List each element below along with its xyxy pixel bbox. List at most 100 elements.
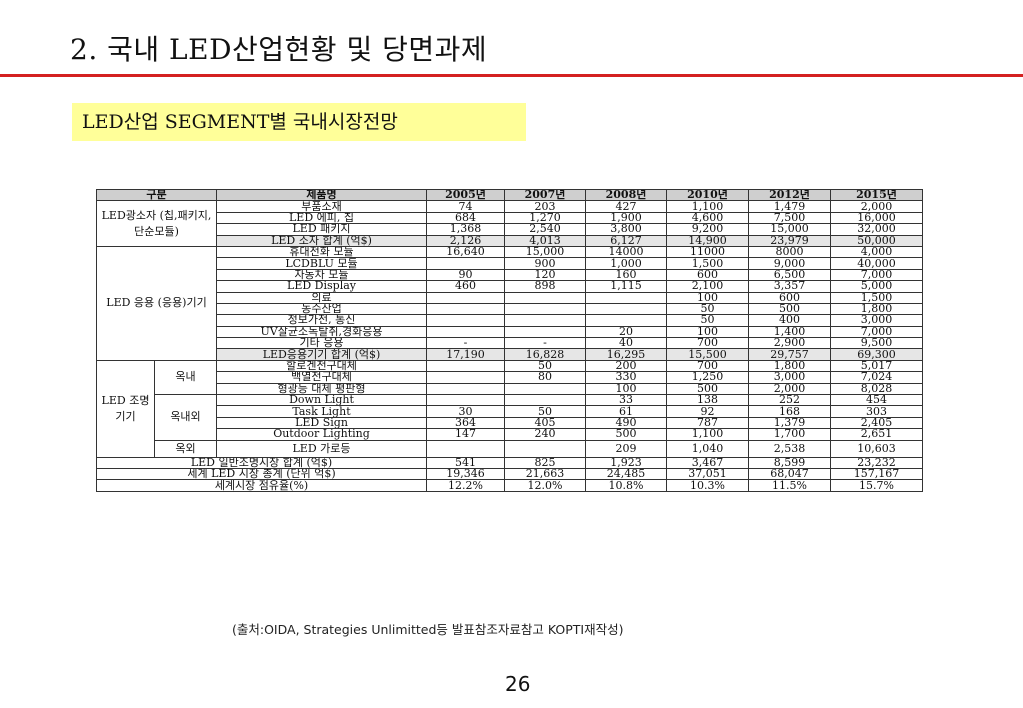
product-name-cell: LCDBLU 모듈 [216, 257, 427, 270]
value-cell: 700 [666, 359, 749, 373]
product-name-cell: 백열전구대체 [216, 371, 427, 384]
value-cell: 11.5% [748, 479, 831, 492]
value-cell: 1,500 [666, 257, 749, 270]
value-cell: 7,000 [830, 325, 923, 339]
table-row: 농수산업 50 500 1,800 [97, 302, 923, 316]
value-cell: 500 [585, 428, 667, 441]
table-row: LED광소자 (칩,패키지, 단순모듈) 부품소재 74 203 427 1,100 1,4… [96, 200, 923, 247]
value-cell: 2,000 [748, 382, 831, 396]
table-row: 정보가전, 통신 50 400 3,000 [97, 314, 923, 327]
value-cell: 364 [426, 416, 505, 430]
value-cell: 1,800 [748, 359, 831, 373]
value-cell: 6,127 [585, 234, 667, 247]
value-cell: 138 [666, 394, 749, 407]
row-group-label: 옥외 [154, 439, 217, 458]
value-cell: 3,467 [666, 456, 749, 470]
value-cell: 16,828 [504, 348, 586, 361]
value-cell: 40 [585, 337, 667, 350]
value-cell: 541 [426, 456, 505, 470]
value-cell: - [504, 337, 586, 350]
product-name-cell: 농수산업 [216, 302, 427, 316]
table-row: Outdoor Lighting 147 240 500 1,100 1,700 2,651 [97, 428, 923, 441]
value-cell: 4,600 [666, 211, 749, 225]
value-cell: 9,200 [666, 223, 749, 236]
value-cell: 90 [426, 268, 505, 282]
product-name-cell: LED 가로등 [216, 439, 427, 458]
value-cell: 600 [666, 268, 749, 282]
value-cell: 100 [666, 325, 749, 339]
value-cell: 500 [666, 382, 749, 396]
value-cell [426, 394, 505, 407]
table-row: LED 조명 기기 옥내 할로겐전구대체 50 200 700 1,800 5,017 [96, 359, 923, 458]
table-row: 옥외 LED 가로등 209 1,040 2,538 10,603 [97, 439, 923, 458]
value-cell: 898 [504, 280, 586, 293]
value-cell: 33 [585, 394, 667, 407]
value-cell: 1,250 [666, 371, 749, 384]
value-cell: 2,540 [504, 223, 586, 236]
value-cell: 50 [504, 359, 586, 373]
value-cell: 5,000 [830, 280, 923, 293]
value-cell [504, 291, 586, 304]
value-cell: 160 [585, 268, 667, 282]
value-cell: 1,923 [585, 456, 667, 470]
value-cell: 787 [666, 416, 749, 430]
value-cell: 1,115 [585, 280, 667, 293]
product-name-cell: 정보가전, 통신 [216, 314, 427, 327]
table-row: LED Sign 364 405 490 787 1,379 2,405 [97, 416, 923, 430]
value-cell [426, 257, 505, 270]
value-cell: 2,126 [426, 234, 505, 247]
table-row: 백열전구대체 80 330 1,250 3,000 7,024 [97, 371, 923, 384]
value-cell: 500 [748, 302, 831, 316]
value-cell: 12.0% [504, 479, 586, 492]
value-cell: 50,000 [830, 234, 923, 247]
value-cell: 92 [666, 405, 749, 418]
value-cell: 209 [585, 439, 667, 458]
value-cell: 15,000 [504, 245, 586, 259]
value-cell: 68,047 [748, 467, 831, 481]
value-cell: 2,651 [830, 428, 923, 441]
value-cell [426, 302, 505, 316]
product-name-cell: LED 소자 합계 (억$) [216, 234, 427, 247]
value-cell: 15,500 [666, 348, 749, 361]
value-cell: 1,100 [666, 200, 749, 213]
product-name-cell: 형광등 대체 평판형 [216, 382, 427, 396]
page-number: 26 [505, 672, 531, 696]
value-cell: 15.7% [830, 479, 923, 492]
value-cell: 14,900 [666, 234, 749, 247]
table-row: LED Display 460 898 1,115 2,100 3,357 5,000 [97, 280, 923, 293]
value-cell: 252 [748, 394, 831, 407]
value-cell: 303 [830, 405, 923, 418]
product-name-cell: LED 일반조명시장 합계 (억$) [96, 456, 427, 470]
value-cell: 8,028 [830, 382, 923, 396]
value-cell: 490 [585, 416, 667, 430]
source-note: (출처:OIDA, Strategies Unlimitted등 발표참조자료참… [232, 622, 624, 637]
product-name-cell: Task Light [216, 405, 427, 418]
value-cell: 1,900 [585, 211, 667, 225]
value-cell: 1,368 [426, 223, 505, 236]
product-name-cell: 할로겐전구대체 [216, 359, 427, 373]
value-cell: 1,040 [666, 439, 749, 458]
value-cell: 4,013 [504, 234, 586, 247]
value-cell: 2,538 [748, 439, 831, 458]
value-cell: 405 [504, 416, 586, 430]
value-cell [504, 382, 586, 396]
value-cell: 10.8% [585, 479, 667, 492]
market-forecast-table-container: 구분 제품명 2005년 2007년 2008년 2010년 2012년 201… [96, 188, 923, 492]
value-cell [426, 314, 505, 327]
product-name-cell: UV살균소독탈취,경화응용 [216, 325, 427, 339]
value-cell: 30 [426, 405, 505, 418]
value-cell [504, 302, 586, 316]
value-cell: 4,000 [830, 245, 923, 259]
value-cell [504, 394, 586, 407]
product-name-cell: 의료 [216, 291, 427, 304]
value-cell: 9,000 [748, 257, 831, 270]
product-name-cell: 휴대전화 모듈 [216, 245, 427, 259]
table-row: Task Light 30 50 61 92 168 303 [97, 405, 923, 418]
product-name-cell: LED Display [216, 280, 427, 293]
page-title: 2. 국내 LED산업현황 및 당면과제 [70, 33, 488, 66]
product-name-cell: LED응용기기 합계 (억$) [216, 348, 427, 361]
table-row: LED응용기기 합계 (억$) 17,190 16,828 16,295 15,500 2… [97, 348, 923, 361]
value-cell [585, 314, 667, 327]
value-cell: 50 [504, 405, 586, 418]
value-cell: 157,167 [830, 467, 923, 481]
